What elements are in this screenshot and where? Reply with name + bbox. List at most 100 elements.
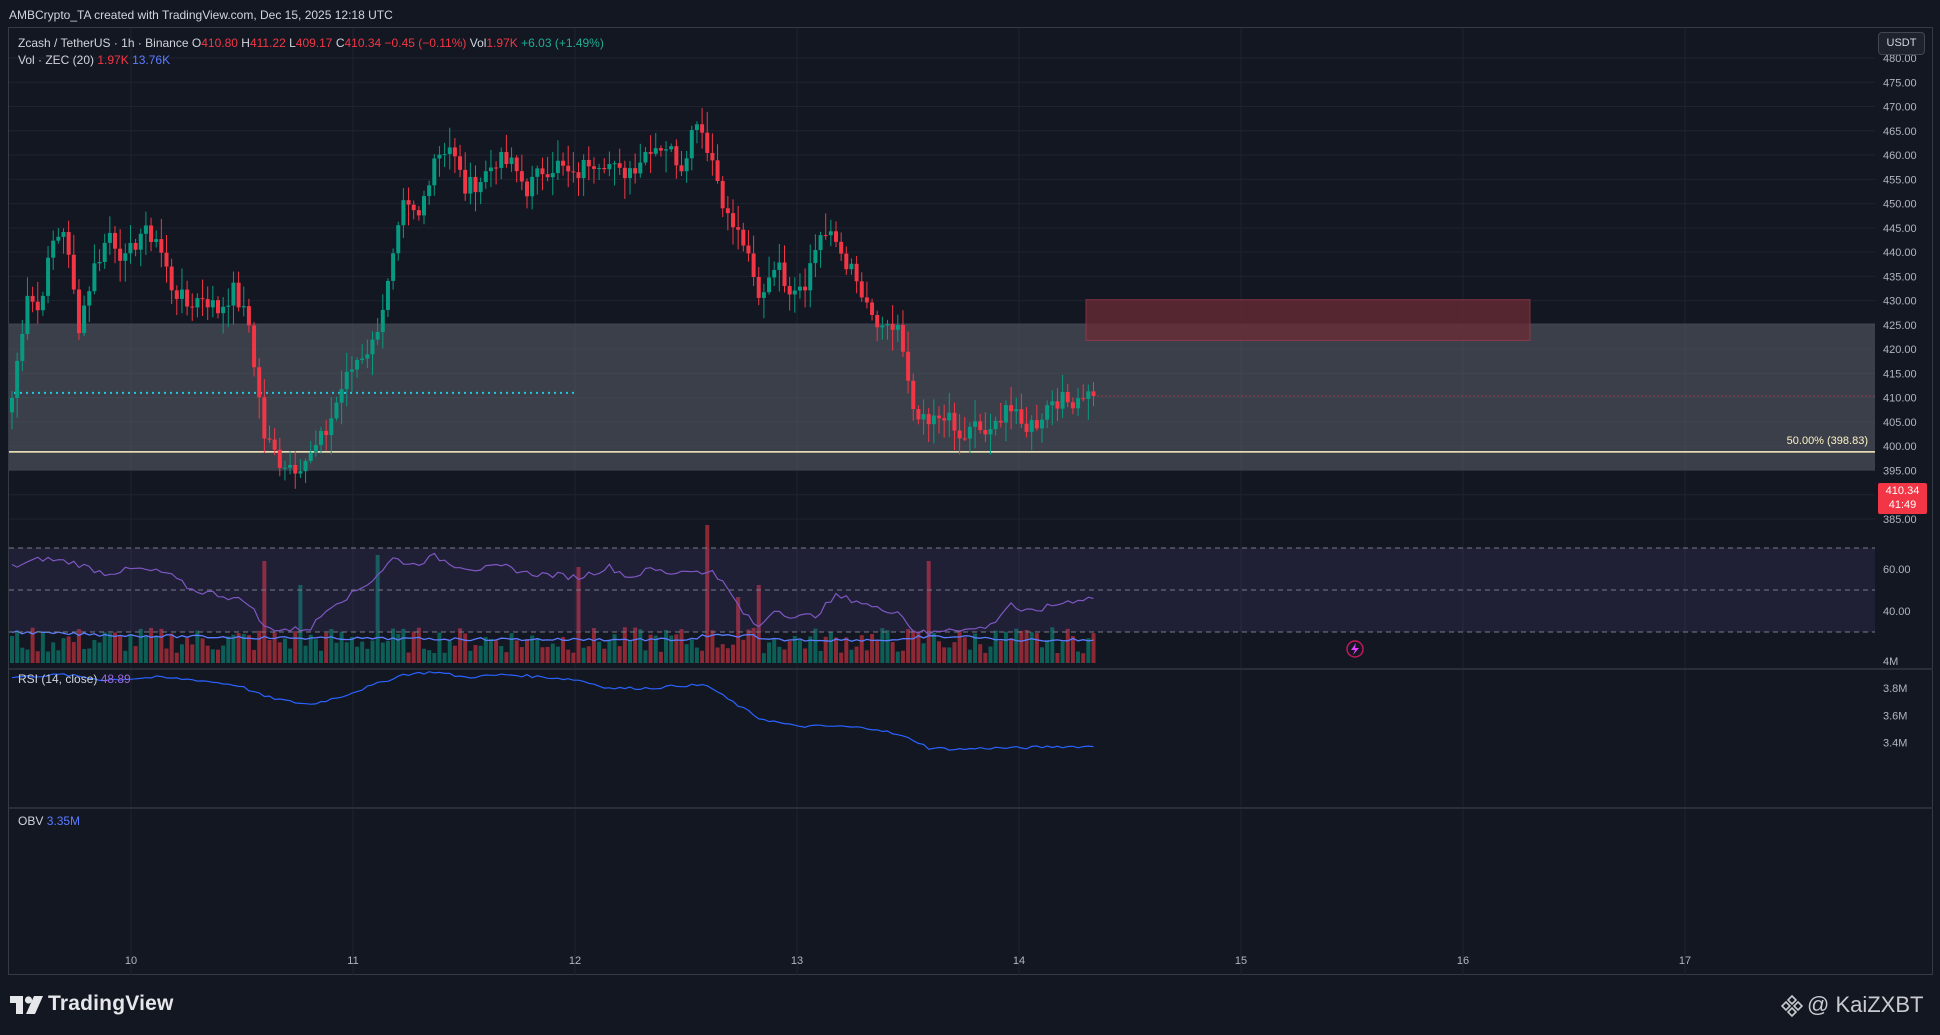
currency-button[interactable]: USDT [1878,32,1925,55]
open-label: O [191,36,202,50]
candle-body [566,165,571,172]
volume-bar [427,650,432,663]
price-axis-label: 440.00 [1883,247,1917,259]
volume-bar [226,636,231,663]
candle-body [653,148,658,154]
volume-bar [839,652,844,663]
candle-body [385,280,390,310]
candle-body [772,270,777,278]
volume-bar [694,647,699,663]
volume-ma-path [11,630,1094,643]
volume-bar [813,628,818,663]
volume-bar [854,646,859,663]
candle-body [792,290,797,295]
volume-bar [581,647,586,663]
obv-line [11,671,1094,751]
volume-bar [344,642,349,663]
volume-bar [221,645,226,663]
volume-bar [725,648,730,663]
volume-bar [952,642,957,663]
candle-body [66,232,71,255]
volume-bar [61,638,66,663]
volume-bar [911,630,916,663]
candle-body [46,257,51,296]
candle-body [380,309,385,333]
binance-diamond-icon [1781,995,1803,1017]
volume-bar [51,642,56,663]
volume-bar [149,627,154,663]
volume-bar [504,652,509,663]
volume-bar [942,647,947,663]
candle-body [463,169,468,194]
volume-bar [277,642,282,663]
candle-body [71,254,76,290]
candle-body [767,277,772,293]
candle-body [782,262,787,287]
price-axis-label: 435.00 [1883,271,1917,283]
volume-bar [710,630,715,663]
volume-bar [591,628,596,663]
demand-zone [9,323,1875,471]
volume-bar [870,633,875,663]
volume-bar [432,652,437,663]
price-axis-label: 395.00 [1883,465,1917,477]
symbol-title[interactable]: Zcash / TetherUS · 1h · Binance [18,36,189,50]
candle-body [1091,391,1096,397]
candle-body [705,132,710,153]
volume-bar [761,653,766,663]
candle-body [452,147,457,157]
rsi-title[interactable]: RSI (14, close) [18,672,98,686]
volume-bar [272,632,277,663]
candle-body [406,200,411,205]
candle-body [545,174,550,178]
volume-bar [1086,638,1091,663]
volume-bar [1040,647,1044,663]
volume-bar [597,641,602,663]
volume-bar [185,638,190,663]
candle-body [679,165,684,172]
candle-body [149,225,154,242]
candle-body [370,339,375,355]
obv-title[interactable]: OBV [18,814,44,828]
time-axis-label: 16 [1457,955,1469,967]
volume-bar [118,635,123,663]
volume-bar [411,631,416,663]
volume-bar [674,634,679,663]
volume-bar [313,639,318,663]
volume-bar [751,627,756,663]
volume-bar [128,634,133,663]
volume-bar [890,642,895,663]
candle-body [133,242,138,250]
volume-bar [164,648,169,663]
volume-bar [885,630,890,663]
volume-bar [875,640,880,663]
volume-bar [1076,651,1081,663]
candle-body [195,298,200,308]
candle-body [586,159,591,167]
volume-bars [10,525,1096,663]
candle-body [509,157,514,164]
close-value: 410.34 [344,36,382,50]
volume-bar [880,628,885,663]
volume-study-title[interactable]: Vol · ZEC (20) [18,53,95,67]
candle-body [504,152,509,164]
candle-body [231,282,236,306]
volume-bar [808,636,813,663]
volume-bar [720,644,725,663]
volume-bar [622,627,627,663]
volume-bar [246,635,251,663]
candle-body [875,314,880,328]
volume-bar [355,646,360,663]
candle-body [303,460,308,472]
volume-bar [25,649,30,663]
time-axis-label: 10 [125,955,137,967]
candle-body [993,420,998,430]
volume-bar [705,525,710,663]
candle-body [844,253,849,270]
candle-body [900,324,905,352]
candle-body [1009,405,1014,412]
candle-body [1034,420,1039,429]
candle-body [391,253,396,281]
volume-bar [1065,628,1070,663]
